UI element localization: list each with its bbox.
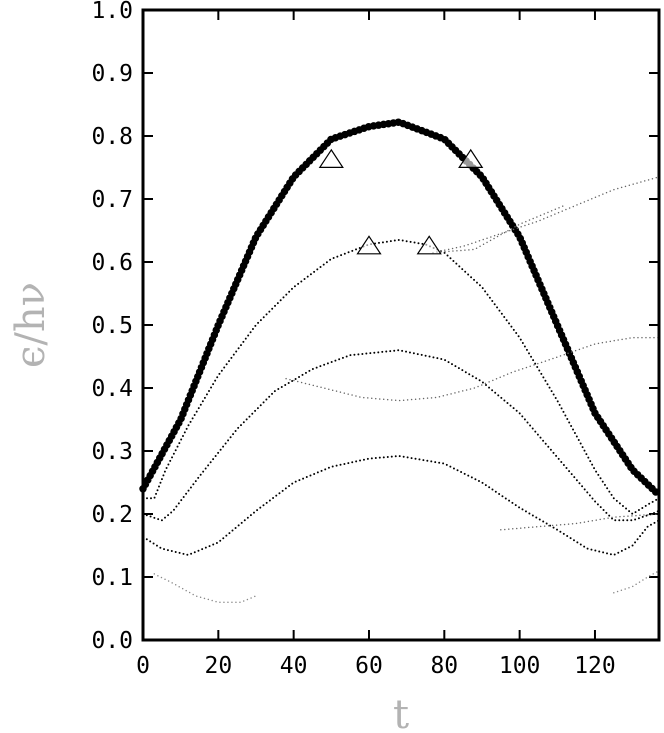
marker-layer xyxy=(318,148,484,255)
triangle-marker xyxy=(318,148,344,168)
series-layer xyxy=(139,118,663,603)
triangle-marker xyxy=(458,148,484,168)
tick-labels: 0.0 0.1 0.2 0.3 0.4 0.5 0.6 0.7 0.8 0.9 1.0 0 20 40 60… xyxy=(91,0,615,679)
y-tick-label: 0.9 xyxy=(91,61,133,87)
y-tick-label: 0.1 xyxy=(91,565,133,591)
series-faint-dotted-8 xyxy=(153,573,257,603)
series-dotted-2 xyxy=(142,349,660,522)
x-tick-label: 80 xyxy=(430,653,458,679)
x-axis-label: t xyxy=(393,692,409,733)
plot-frame xyxy=(141,8,661,642)
y-tick-label: 0.8 xyxy=(91,124,133,150)
y-tick-label: 0.5 xyxy=(91,313,133,339)
x-tick-label: 0 xyxy=(136,653,150,679)
x-tick-label: 40 xyxy=(280,653,308,679)
triangle-marker xyxy=(416,235,442,255)
series-faint-dotted-6 xyxy=(285,336,660,402)
triangle-marker xyxy=(356,235,382,255)
y-tick-label: 0.6 xyxy=(91,250,133,276)
series-large-dots-0 xyxy=(139,118,663,499)
y-axis-label: ϵ/hν xyxy=(8,282,54,368)
x-tick-label: 20 xyxy=(204,653,232,679)
y-tick-label: 1.0 xyxy=(91,0,133,24)
x-tick-label: 60 xyxy=(355,653,383,679)
series-faint-dotted-5 xyxy=(432,204,566,254)
y-tick-label: 0.3 xyxy=(91,439,133,465)
y-tick-label: 0.4 xyxy=(91,376,133,402)
y-tick-label: 0.0 xyxy=(91,628,133,654)
x-tick-label: 120 xyxy=(574,653,616,679)
x-tick-label: 100 xyxy=(499,653,541,679)
y-tick-label: 0.7 xyxy=(91,187,133,213)
series-faint-dotted-7 xyxy=(500,513,660,531)
series-dotted-3 xyxy=(145,454,660,557)
series-faint-dotted-9 xyxy=(613,569,660,594)
series-faint-dotted-4 xyxy=(432,176,660,254)
y-tick-label: 0.2 xyxy=(91,502,133,528)
